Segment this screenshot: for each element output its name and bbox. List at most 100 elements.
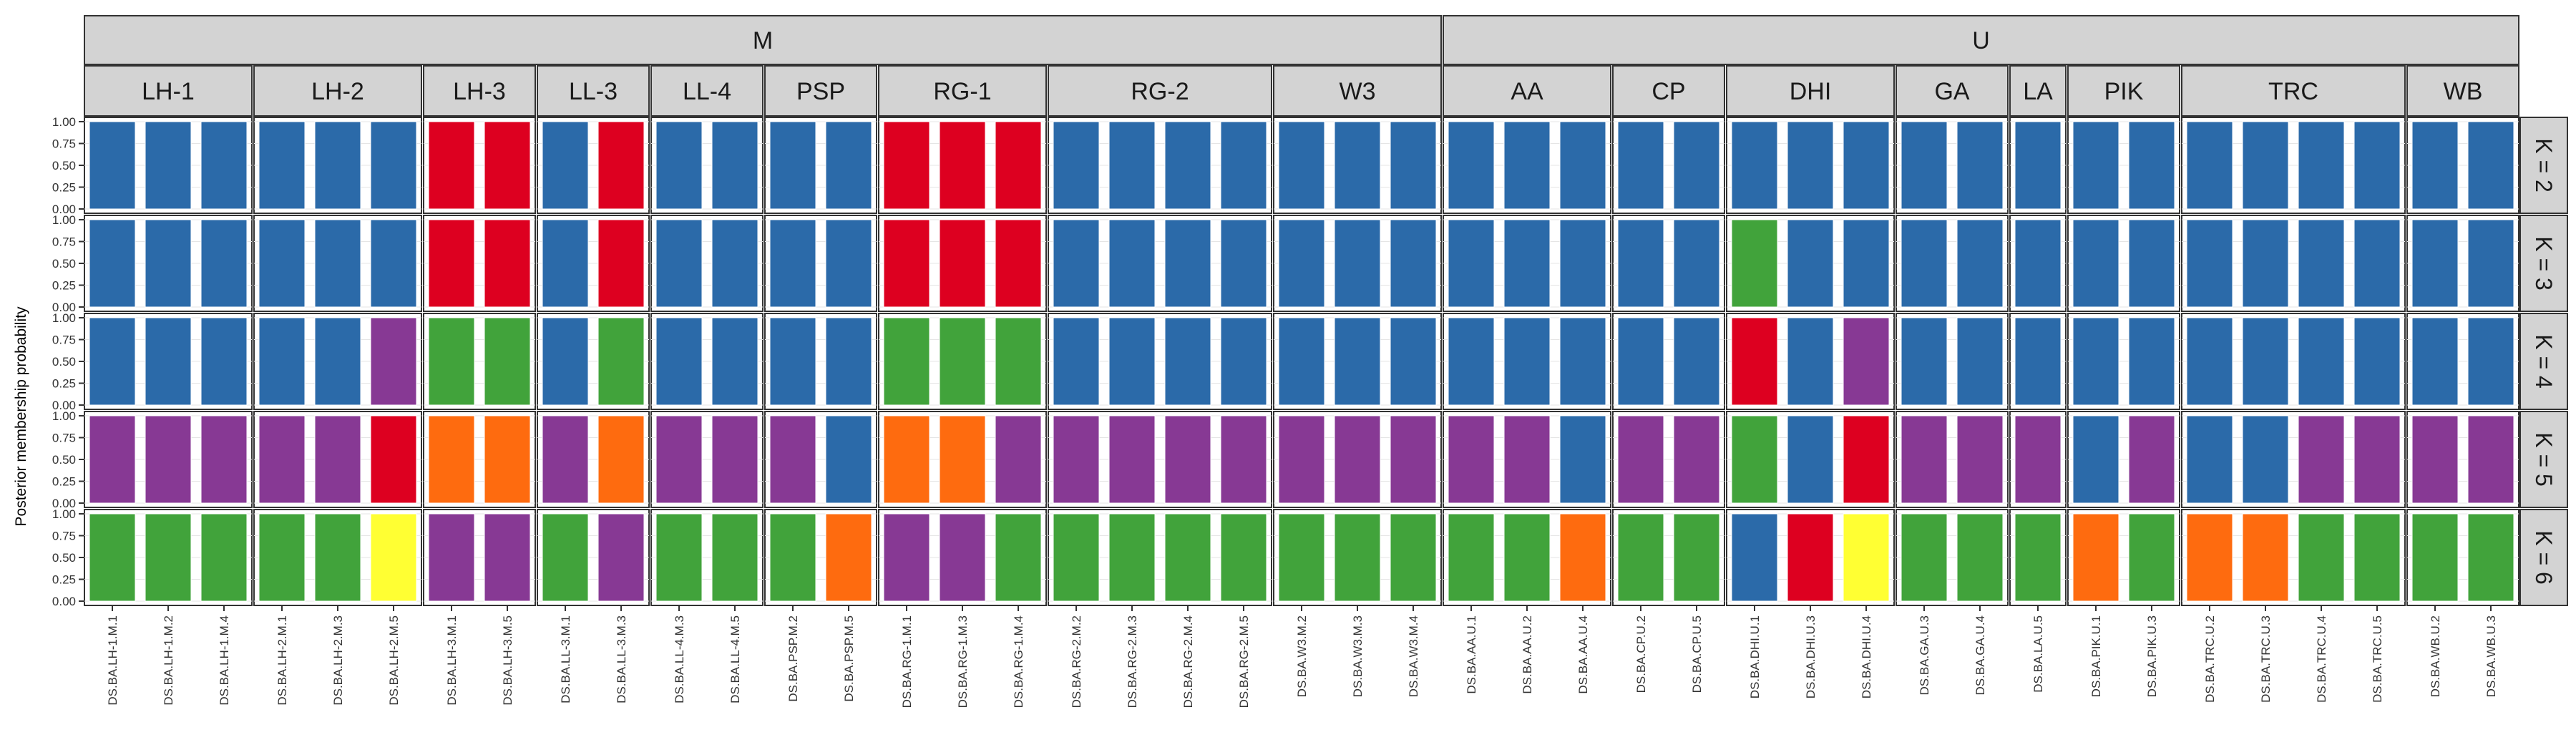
bar-DS.BA.WB.U.2 [2411, 317, 2459, 406]
bar-DS.BA.AA.U.1 [1448, 219, 1495, 308]
y-tick-label: 0.50 [52, 355, 76, 369]
bar-DS.BA.RG-2.M.5 [1220, 317, 1267, 406]
bar-DS.BA.PSP.M.2 [769, 121, 816, 210]
bar-DS.BA.DHI.U.4 [1843, 415, 1890, 504]
population-strip [650, 65, 763, 117]
population-label: LA [2023, 78, 2053, 105]
bar-DS.BA.TRC.U.2 [2186, 121, 2233, 210]
bar-DS.BA.TRC.U.4 [2298, 121, 2345, 210]
x-tick-label: DS.BA.GA.U.4 [1974, 615, 1987, 695]
population-label: RG-2 [1131, 78, 1189, 105]
bar-DS.BA.W3.M.3 [1334, 219, 1381, 308]
x-tick-label: DS.BA.LH-2.M.3 [331, 615, 345, 706]
x-tick-label: DS.BA.RG-2.M.5 [1237, 615, 1251, 708]
bar-DS.BA.LH-2.M.1 [258, 415, 306, 504]
bar-DS.BA.CP.U.2 [1617, 513, 1664, 602]
population-label: CP [1652, 78, 1685, 105]
bar-DS.BA.RG-1.M.3 [939, 415, 986, 504]
bar-DS.BA.LH-2.M.1 [258, 513, 306, 602]
bar-DS.BA.RG-1.M.4 [995, 121, 1042, 210]
y-tick-label: 0.75 [52, 432, 76, 445]
y-tick-label: 0.00 [52, 399, 76, 412]
bar-DS.BA.AA.U.1 [1448, 317, 1495, 406]
bar-DS.BA.LL-3.M.3 [597, 513, 645, 602]
bar-DS.BA.TRC.U.3 [2242, 415, 2289, 504]
bar-DS.BA.RG-1.M.1 [883, 317, 930, 406]
bar-DS.BA.WB.U.2 [2411, 219, 2459, 308]
population-strip [1612, 65, 1725, 117]
bar-DS.BA.W3.M.4 [1390, 219, 1437, 308]
bar-DS.BA.RG-1.M.4 [995, 219, 1042, 308]
bar-DS.BA.RG-2.M.2 [1053, 415, 1100, 504]
x-tick-label: DS.BA.TRC.U.3 [2259, 615, 2273, 703]
x-tick-label: DS.BA.LL-3.M.3 [615, 615, 628, 703]
bar-DS.BA.PIK.U.1 [2072, 513, 2119, 602]
bar-DS.BA.AA.U.2 [1503, 317, 1551, 406]
bar-DS.BA.LH-3.M.1 [428, 219, 475, 308]
bar-DS.BA.LL-3.M.3 [597, 415, 645, 504]
bar-DS.BA.TRC.U.3 [2242, 121, 2289, 210]
bar-DS.BA.RG-1.M.1 [883, 219, 930, 308]
population-strip [2009, 65, 2067, 117]
bar-DS.BA.AA.U.1 [1448, 513, 1495, 602]
x-tick-label: DS.BA.W3.M.3 [1351, 615, 1365, 697]
bar-DS.BA.LH-3.M.5 [484, 415, 531, 504]
k-strip-label: K = 3 [2531, 236, 2557, 291]
x-tick-label: DS.BA.AA.U.4 [1576, 615, 1590, 694]
bar-DS.BA.PIK.U.3 [2128, 317, 2175, 406]
population-strip [423, 65, 536, 117]
bar-DS.BA.RG-1.M.3 [939, 219, 986, 308]
bar-DS.BA.CP.U.2 [1617, 317, 1664, 406]
bar-DS.BA.TRC.U.5 [2353, 415, 2401, 504]
bar-DS.BA.LL-3.M.1 [542, 317, 589, 406]
bar-DS.BA.LH-2.M.3 [314, 513, 361, 602]
bar-DS.BA.DHI.U.1 [1731, 219, 1778, 308]
bar-DS.BA.GA.U.3 [1901, 415, 1948, 504]
bar-DS.BA.PIK.U.1 [2072, 317, 2119, 406]
bar-DS.BA.RG-1.M.3 [939, 121, 986, 210]
bar-DS.BA.LL-3.M.1 [542, 121, 589, 210]
bar-DS.BA.RG-2.M.2 [1053, 121, 1100, 210]
bar-DS.BA.LH-1.M.1 [89, 513, 136, 602]
x-tick-label: DS.BA.AA.U.1 [1465, 615, 1478, 694]
bar-DS.BA.DHI.U.4 [1843, 219, 1890, 308]
bar-DS.BA.RG-2.M.4 [1164, 317, 1211, 406]
bar-DS.BA.TRC.U.3 [2242, 317, 2289, 406]
bar-DS.BA.RG-2.M.4 [1164, 121, 1211, 210]
bar-DS.BA.PSP.M.2 [769, 415, 816, 504]
x-tick-label: DS.BA.LH-2.M.5 [387, 615, 401, 706]
bar-DS.BA.AA.U.4 [1559, 219, 1606, 308]
bar-DS.BA.DHI.U.4 [1843, 513, 1890, 602]
x-tick-label: DS.BA.PSP.M.5 [842, 615, 856, 702]
bar-DS.BA.WB.U.2 [2411, 415, 2459, 504]
x-tick-label: DS.BA.CP.U.2 [1634, 615, 1648, 693]
bar-DS.BA.PSP.M.2 [769, 219, 816, 308]
bar-DS.BA.RG-1.M.1 [883, 121, 930, 210]
bar-DS.BA.DHI.U.4 [1843, 121, 1890, 210]
bar-DS.BA.LL-4.M.5 [711, 219, 758, 308]
bar-DS.BA.DHI.U.3 [1787, 219, 1834, 308]
bar-DS.BA.PIK.U.3 [2128, 513, 2175, 602]
population-strip [253, 65, 422, 117]
population-label: LL-4 [683, 78, 731, 105]
bar-DS.BA.RG-2.M.4 [1164, 415, 1211, 504]
y-tick-label: 0.00 [52, 203, 76, 216]
bar-DS.BA.PSP.M.5 [825, 121, 872, 210]
bar-DS.BA.CP.U.5 [1673, 219, 1720, 308]
x-tick-label: DS.BA.DHI.U.1 [1748, 615, 1762, 698]
bar-DS.BA.LH-1.M.1 [89, 317, 136, 406]
population-label: LH-1 [142, 78, 195, 105]
bar-DS.BA.LA.U.5 [2014, 219, 2062, 308]
x-tick-label: DS.BA.RG-2.M.3 [1126, 615, 1139, 708]
bar-DS.BA.GA.U.3 [1901, 513, 1948, 602]
bar-DS.BA.LH-3.M.1 [428, 121, 475, 210]
bar-DS.BA.TRC.U.2 [2186, 317, 2233, 406]
bar-DS.BA.LH-3.M.1 [428, 513, 475, 602]
bar-DS.BA.TRC.U.2 [2186, 513, 2233, 602]
bar-DS.BA.DHI.U.3 [1787, 415, 1834, 504]
x-tick-label: DS.BA.RG-1.M.4 [1012, 615, 1025, 708]
y-tick-label: 1.00 [52, 409, 76, 423]
bar-DS.BA.DHI.U.4 [1843, 317, 1890, 406]
